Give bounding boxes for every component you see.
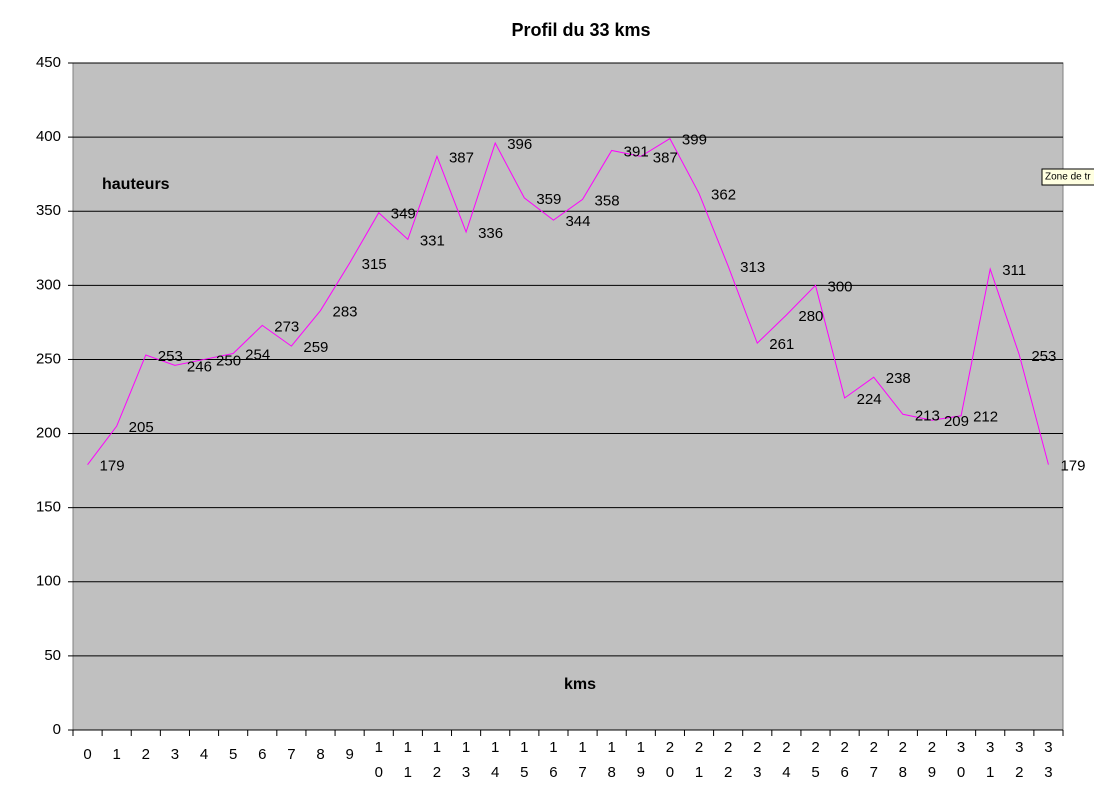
data-label: 387 — [449, 149, 474, 166]
data-label: 313 — [740, 259, 765, 276]
data-label: 253 — [158, 348, 183, 365]
data-label: 246 — [187, 358, 212, 375]
x-tick-label: 6 — [258, 746, 266, 763]
line — [87, 137, 1049, 465]
x-tick-label: 8 — [316, 746, 324, 763]
data-label: 358 — [595, 192, 620, 209]
plot-area — [72, 62, 1064, 731]
data-label: 213 — [915, 407, 940, 424]
data-label: 273 — [274, 318, 299, 335]
y-tick-label: 350 — [36, 202, 61, 219]
data-label: 253 — [1031, 348, 1056, 365]
y-tick-label: 250 — [36, 350, 61, 367]
x-tick-label: 4 — [200, 746, 208, 763]
annotation: kms — [564, 676, 596, 693]
y-tick-label: 0 — [53, 721, 61, 738]
tooltip-box — [1041, 168, 1094, 186]
tooltip: Zone de tr — [1041, 168, 1094, 186]
data-label: 359 — [536, 191, 561, 208]
y-tick-label: 450 — [36, 54, 61, 71]
x-tick-label: 7 — [287, 746, 295, 763]
data-label: 238 — [886, 370, 911, 387]
data-label: 344 — [565, 213, 590, 230]
data-label: 280 — [798, 308, 823, 325]
data-label: 212 — [973, 409, 998, 426]
data-label: 300 — [828, 278, 853, 295]
data-label: 205 — [129, 419, 154, 436]
x-tick-label: 2 — [142, 746, 150, 763]
y-tick-label: 100 — [36, 573, 61, 590]
data-label: 311 — [1002, 262, 1026, 279]
y-tick-label: 300 — [36, 276, 61, 293]
tooltip-text: Zone de tr — [1045, 172, 1091, 183]
chart-title: Profil du 33 kms — [511, 20, 650, 40]
data-label: 209 — [944, 413, 969, 430]
data-label: 224 — [857, 391, 882, 408]
x-tick-label: 0 — [83, 746, 91, 763]
x-tick-label: 3 — [171, 746, 179, 763]
data-label: 362 — [711, 186, 736, 203]
data-label: 283 — [333, 303, 358, 320]
y-tick-label: 50 — [44, 647, 61, 664]
data-label: 250 — [216, 352, 241, 369]
y-tick-label: 400 — [36, 128, 61, 145]
data-label: 259 — [303, 339, 328, 356]
data-label: 331 — [420, 232, 445, 249]
data-label: 387 — [653, 149, 678, 166]
data-label: 254 — [245, 346, 270, 363]
data-label: 315 — [362, 256, 387, 273]
data-label: 179 — [1060, 458, 1085, 475]
x-tick-label: 5 — [229, 746, 237, 763]
data-label: 396 — [507, 136, 532, 153]
data-label: 179 — [100, 458, 125, 475]
x-tick-label: 1 — [113, 746, 121, 763]
x-tick-label: 9 — [345, 746, 353, 763]
data-label: 391 — [624, 143, 649, 160]
data-label: 336 — [478, 225, 503, 242]
annotation: hauteurs — [102, 176, 170, 193]
data-label: 261 — [769, 336, 794, 353]
y-tick-label: 200 — [36, 425, 61, 442]
data-label: 349 — [391, 206, 416, 223]
data-label: 399 — [682, 132, 707, 149]
y-tick-label: 150 — [36, 499, 61, 516]
